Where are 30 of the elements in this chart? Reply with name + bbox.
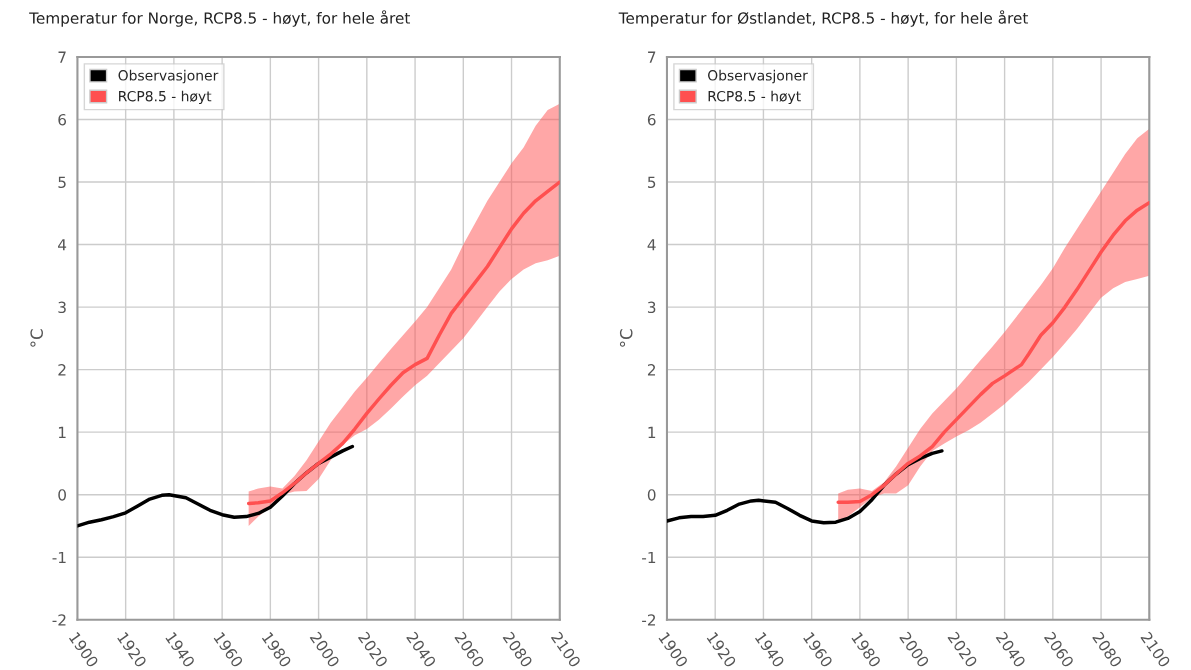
- chart-title: Temperatur for Norge, RCP8.5 - høyt, for hele året: [29, 10, 411, 27]
- y-tick-label: -2: [52, 614, 66, 626]
- y-tick-label: 4: [647, 239, 656, 251]
- y-tick-label: 5: [648, 176, 656, 189]
- y-tick-label: 2: [58, 364, 66, 376]
- y-tick-label: 0: [647, 489, 656, 501]
- y-tick-label: 1: [648, 426, 656, 438]
- y-tick-label: -1: [52, 551, 66, 564]
- y-tick-label: 1: [58, 426, 66, 438]
- y-tick-label: 7: [648, 51, 656, 63]
- y-tick-label: 2: [647, 364, 656, 376]
- y-tick-label: -2: [642, 614, 656, 626]
- legend-label: Observasjoner: [118, 69, 219, 84]
- line-series: [246, 180, 560, 506]
- y-tick-label: 3: [647, 301, 656, 314]
- y-tick-label: 3: [58, 301, 66, 314]
- legend-label: RCP8.5 - høyt: [119, 90, 212, 105]
- y-axis-title: °C: [619, 329, 633, 347]
- y-tick-label: 5: [58, 176, 66, 189]
- y-tick-label: -1: [642, 551, 656, 564]
- y-tick-label: 7: [58, 51, 66, 63]
- legend-label: RCP8.5 - høyt: [708, 90, 801, 105]
- y-tick-label: 6: [58, 113, 67, 126]
- y-axis-title: °C: [30, 329, 43, 347]
- y-tick-label: 4: [58, 239, 67, 251]
- chart-title: Temperatur for Østlandet, RCP8.5 - høyt, for hele året: [618, 10, 1029, 27]
- legend-label: Observasjoner: [708, 69, 808, 84]
- y-tick-label: 0: [58, 489, 66, 501]
- line-series: [836, 200, 1150, 504]
- y-tick-label: 6: [647, 113, 656, 126]
